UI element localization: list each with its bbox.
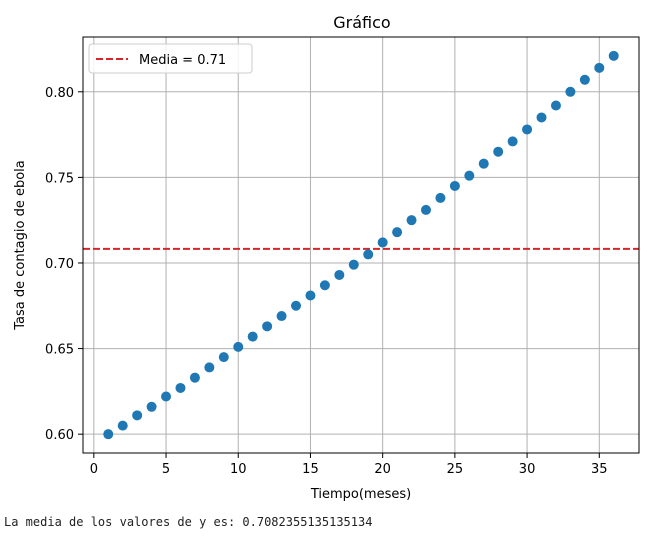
data-point xyxy=(175,382,186,393)
data-point xyxy=(449,180,460,191)
x-tick-label: 5 xyxy=(162,462,170,477)
data-point xyxy=(319,280,330,291)
data-points xyxy=(103,50,619,440)
y-axis-label: Tasa de contagio de ebola xyxy=(13,160,28,331)
data-point xyxy=(565,86,576,97)
data-point xyxy=(132,410,143,421)
data-point xyxy=(334,269,345,280)
data-point xyxy=(493,146,504,157)
data-point xyxy=(363,249,374,260)
data-point xyxy=(305,290,316,301)
x-tick-label: 35 xyxy=(591,462,608,477)
x-tick-label: 20 xyxy=(374,462,391,477)
legend: Media = 0.71 xyxy=(88,43,253,74)
x-tick-label: 15 xyxy=(302,462,319,477)
data-point xyxy=(103,429,114,440)
data-point xyxy=(276,311,287,322)
data-point xyxy=(392,227,403,238)
y-tick-label: 0.65 xyxy=(45,343,74,358)
x-axis-ticks: 0 5 10 15 20 25 30 35 xyxy=(90,453,608,477)
data-point xyxy=(594,62,605,73)
data-point xyxy=(146,401,157,412)
x-tick-label: 25 xyxy=(447,462,464,477)
data-point xyxy=(550,100,561,111)
data-point xyxy=(247,331,258,342)
y-tick-label: 0.75 xyxy=(45,171,74,186)
data-point xyxy=(377,237,388,248)
plot-frame xyxy=(82,36,640,454)
y-tick-label: 0.60 xyxy=(45,428,74,443)
y-tick-label: 0.70 xyxy=(45,257,74,272)
data-point xyxy=(117,420,128,431)
x-tick-label: 0 xyxy=(90,462,98,477)
data-point xyxy=(291,300,302,311)
data-point xyxy=(348,259,359,270)
grid-lines xyxy=(83,37,639,453)
data-point xyxy=(464,170,475,181)
data-point xyxy=(536,112,547,123)
legend-box xyxy=(88,43,253,74)
data-point xyxy=(204,362,215,373)
x-tick-label: 10 xyxy=(230,462,247,477)
data-point xyxy=(579,74,590,85)
data-point xyxy=(608,50,619,61)
data-point xyxy=(478,158,489,169)
data-point xyxy=(233,341,244,352)
data-point xyxy=(189,372,200,383)
data-point xyxy=(522,124,533,135)
data-point xyxy=(420,204,431,215)
x-axis-label: Tiempo(meses) xyxy=(310,487,411,502)
x-tick-label: 30 xyxy=(519,462,536,477)
y-axis-ticks: 0.60 0.65 0.70 0.75 0.80 xyxy=(45,86,83,443)
chart-title: Gráfico xyxy=(333,13,390,32)
data-point xyxy=(507,136,518,147)
data-point xyxy=(161,391,172,402)
y-tick-label: 0.80 xyxy=(45,86,74,101)
data-point xyxy=(406,215,417,226)
data-point xyxy=(218,352,229,363)
data-point xyxy=(262,321,273,332)
legend-label: Media = 0.71 xyxy=(139,53,226,68)
console-output: La media de los valores de y es: 0.70823… xyxy=(4,515,373,529)
scatter-chart: Gráfico 0 5 10 15 20 25 30 35 0.600.650.700.750… xyxy=(13,13,640,502)
data-point xyxy=(435,192,446,203)
